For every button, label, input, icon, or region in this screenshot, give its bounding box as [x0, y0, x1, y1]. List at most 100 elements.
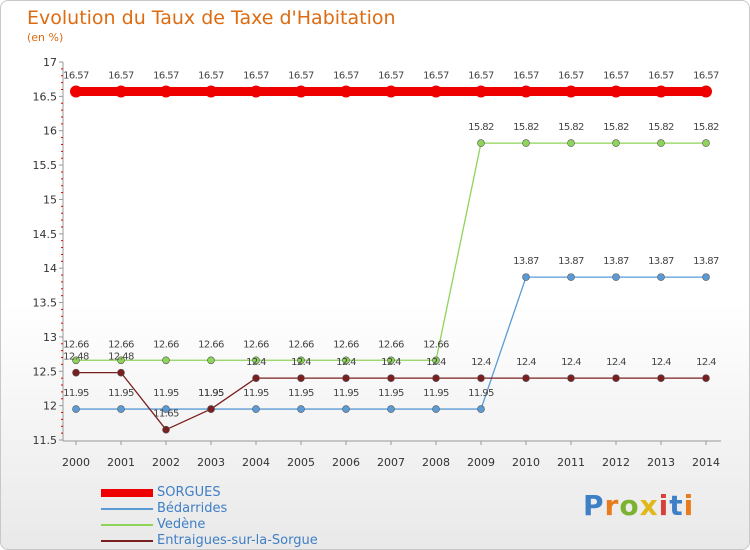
data-point-entraigues-sur-la-sorgue: [522, 374, 530, 382]
y-tick-label: 14.5: [33, 228, 58, 241]
x-tick-label: 2004: [242, 456, 270, 469]
data-label-sorgues: 16.57: [513, 71, 539, 82]
data-point-sorgues: [565, 85, 577, 98]
logo-letter: P: [583, 489, 605, 522]
data-label-vedene: 15.82: [468, 122, 494, 133]
data-point-bedarrides: [477, 405, 485, 413]
data-point-bedarrides: [432, 405, 440, 413]
data-point-vedene: [387, 356, 395, 365]
x-tick-label: 2001: [107, 456, 135, 469]
data-label-bedarrides: 13.87: [648, 256, 674, 267]
data-label-vedene: 12.66: [63, 339, 89, 350]
data-label-entraigues-sur-la-sorgue: 12.4: [336, 357, 356, 368]
y-tick-label: 15.5: [33, 159, 58, 172]
logo-letter: o: [619, 489, 640, 522]
data-label-entraigues-sur-la-sorgue: 12.4: [471, 357, 491, 368]
data-label-bedarrides: 11.95: [288, 388, 314, 399]
data-point-sorgues: [475, 85, 487, 98]
data-point-entraigues-sur-la-sorgue: [207, 405, 215, 413]
data-label-bedarrides: 11.95: [333, 388, 359, 399]
data-point-vedene: [72, 356, 80, 365]
data-point-bedarrides: [72, 405, 80, 413]
data-point-bedarrides: [342, 405, 350, 413]
legend-swatch-entraigues: [101, 540, 153, 542]
data-point-bedarrides: [162, 405, 170, 413]
data-point-entraigues-sur-la-sorgue: [72, 368, 80, 377]
line-chart: 11.5 12 12.5 13 13.5 14 14.5 15 15.5 16 16.5 17 2000…: [33, 56, 721, 469]
data-point-bedarrides: [702, 273, 710, 281]
data-point-entraigues-sur-la-sorgue: [297, 374, 305, 382]
x-tick-label: 2014: [692, 456, 720, 469]
x-tick-label: 2009: [467, 456, 495, 469]
chart-subtitle: (en %): [27, 31, 64, 44]
data-label-entraigues-sur-la-sorgue: 12.4: [606, 357, 626, 368]
data-point-entraigues-sur-la-sorgue: [432, 374, 440, 382]
x-tick-label: 2010: [512, 456, 540, 469]
data-label-sorgues: 16.57: [648, 71, 674, 82]
data-label-vedene: 12.66: [423, 339, 449, 350]
data-label-bedarrides: 11.95: [63, 388, 89, 399]
data-point-vedene: [657, 139, 665, 147]
data-point-sorgues: [700, 85, 712, 98]
data-point-bedarrides: [612, 273, 620, 281]
data-label-sorgues: 16.57: [378, 71, 404, 82]
data-point-entraigues-sur-la-sorgue: [117, 368, 125, 377]
data-label-entraigues-sur-la-sorgue: 12.4: [426, 357, 446, 368]
data-point-sorgues: [520, 85, 532, 98]
legend-item-vedene[interactable]: Vedène: [101, 517, 318, 533]
data-point-bedarrides: [387, 405, 395, 413]
logo-letter: i: [658, 489, 670, 522]
y-tick-label: 16: [43, 125, 57, 138]
data-label-sorgues: 16.57: [288, 71, 314, 82]
data-point-vedene: [612, 139, 620, 147]
y-tick-label: 12.5: [33, 365, 58, 378]
data-point-bedarrides: [252, 405, 260, 413]
data-point-sorgues: [610, 85, 622, 98]
y-tick-label: 13: [43, 331, 57, 344]
data-label-bedarrides: 11.95: [468, 388, 494, 399]
data-point-sorgues: [205, 85, 217, 98]
data-label-sorgues: 16.57: [243, 71, 269, 82]
data-label-vedene: 15.82: [603, 122, 629, 133]
data-label-bedarrides: 11.95: [198, 388, 224, 399]
data-point-vedene: [432, 356, 440, 365]
logo-letter: i: [683, 489, 695, 522]
data-point-vedene: [297, 356, 305, 365]
data-label-bedarrides: 13.87: [513, 256, 539, 267]
data-point-vedene: [162, 356, 170, 365]
data-point-vedene: [252, 356, 260, 365]
data-point-sorgues: [70, 85, 82, 98]
data-point-vedene: [702, 139, 710, 147]
x-tick-label: 2008: [422, 456, 450, 469]
data-label-entraigues-sur-la-sorgue: 12.48: [63, 352, 89, 363]
data-label-vedene: 15.82: [513, 122, 539, 133]
data-point-vedene: [342, 356, 350, 365]
data-label-entraigues-sur-la-sorgue: 12.48: [108, 352, 134, 363]
data-point-vedene: [522, 139, 530, 147]
data-label-vedene: 12.66: [243, 339, 269, 350]
data-label-sorgues: 16.57: [333, 71, 359, 82]
data-label-vedene: 12.66: [108, 339, 134, 350]
data-label-vedene: 12.66: [198, 339, 224, 350]
legend-item-entraigues[interactable]: Entraigues-sur-la-Sorgue: [101, 533, 318, 549]
legend-swatch-vedene: [101, 524, 153, 526]
data-label-sorgues: 16.57: [63, 71, 89, 82]
legend-item-bedarrides[interactable]: Bédarrides: [101, 501, 318, 517]
data-label-bedarrides: 13.87: [693, 256, 719, 267]
proxiti-logo: Proxiti: [583, 489, 694, 522]
logo-letter: t: [669, 489, 684, 522]
y-tick-label: 14: [43, 262, 57, 275]
legend-swatch-bedarrides: [101, 508, 153, 510]
x-tick-label: 2006: [332, 456, 360, 469]
data-label-entraigues-sur-la-sorgue: 12.4: [516, 357, 536, 368]
data-label-sorgues: 16.57: [423, 71, 449, 82]
x-tick-label: 2011: [557, 456, 585, 469]
data-point-entraigues-sur-la-sorgue: [702, 374, 710, 382]
x-tick-label: 2012: [602, 456, 630, 469]
legend-item-sorgues[interactable]: SORGUES: [101, 485, 318, 501]
data-label-sorgues: 16.57: [693, 71, 719, 82]
data-label-vedene: 12.66: [288, 339, 314, 350]
data-point-sorgues: [655, 85, 667, 98]
data-label-sorgues: 16.57: [558, 71, 584, 82]
